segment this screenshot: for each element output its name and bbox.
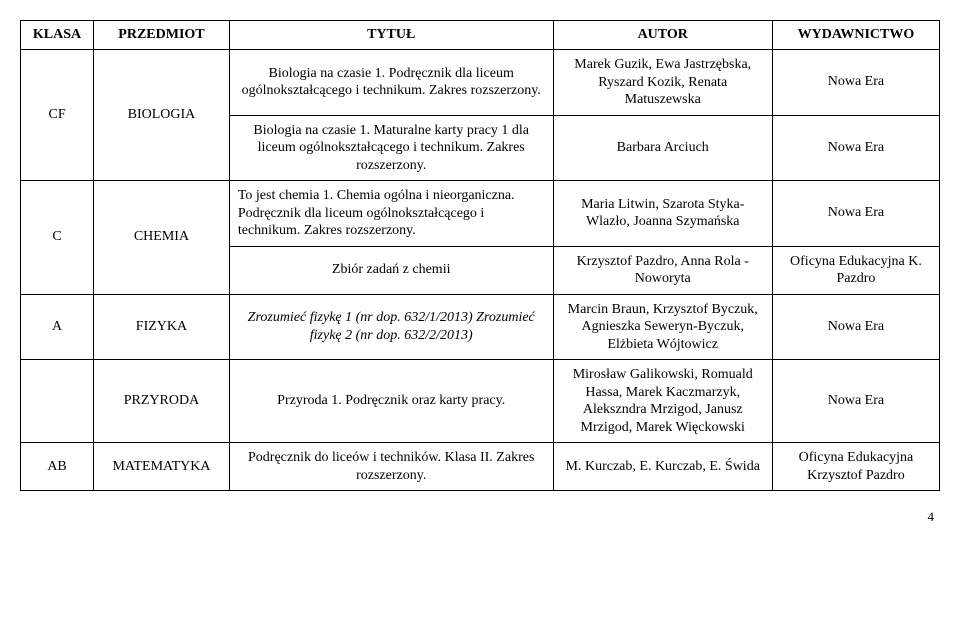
cell-przedmiot: BIOLOGIA — [94, 50, 230, 181]
cell-wyd: Nowa Era — [772, 115, 939, 181]
cell-autor: Barbara Arciuch — [553, 115, 772, 181]
cell-klasa: AB — [21, 443, 94, 491]
cell-klasa: C — [21, 181, 94, 295]
cell-przedmiot: MATEMATYKA — [94, 443, 230, 491]
cell-tytul: Zbiór zadań z chemii — [229, 246, 553, 294]
col-autor: AUTOR — [553, 21, 772, 50]
cell-klasa — [21, 360, 94, 443]
page-number: 4 — [20, 509, 940, 525]
table-row: A FIZYKA Zrozumieć fizykę 1 (nr dop. 632… — [21, 294, 940, 360]
cell-przedmiot: CHEMIA — [94, 181, 230, 295]
cell-autor: Marek Guzik, Ewa Jastrzębska, Ryszard Ko… — [553, 50, 772, 116]
cell-tytul: Zrozumieć fizykę 1 (nr dop. 632/1/2013) … — [229, 294, 553, 360]
cell-tytul: Przyroda 1. Podręcznik oraz karty pracy. — [229, 360, 553, 443]
cell-tytul: Biologia na czasie 1. Podręcznik dla lic… — [229, 50, 553, 116]
cell-tytul: Podręcznik do liceów i techników. Klasa … — [229, 443, 553, 491]
cell-autor: Marcin Braun, Krzysztof Byczuk, Agnieszk… — [553, 294, 772, 360]
cell-wyd: Nowa Era — [772, 181, 939, 247]
cell-przedmiot: PRZYRODA — [94, 360, 230, 443]
page-container: KLASA PRZEDMIOT TYTUŁ AUTOR WYDAWNICTWO … — [20, 20, 940, 525]
table-row: C CHEMIA To jest chemia 1. Chemia ogólna… — [21, 181, 940, 247]
cell-przedmiot: FIZYKA — [94, 294, 230, 360]
cell-wyd: Oficyna Edukacyjna Krzysztof Pazdro — [772, 443, 939, 491]
cell-wyd: Nowa Era — [772, 294, 939, 360]
cell-tytul: To jest chemia 1. Chemia ogólna i nieorg… — [229, 181, 553, 247]
cell-klasa: A — [21, 294, 94, 360]
cell-autor: Maria Litwin, Szarota Styka-Wlazło, Joan… — [553, 181, 772, 247]
cell-tytul: Biologia na czasie 1. Maturalne karty pr… — [229, 115, 553, 181]
textbook-table: KLASA PRZEDMIOT TYTUŁ AUTOR WYDAWNICTWO … — [20, 20, 940, 491]
table-row: AB MATEMATYKA Podręcznik do liceów i tec… — [21, 443, 940, 491]
cell-autor: M. Kurczab, E. Kurczab, E. Świda — [553, 443, 772, 491]
table-header-row: KLASA PRZEDMIOT TYTUŁ AUTOR WYDAWNICTWO — [21, 21, 940, 50]
table-row: CF BIOLOGIA Biologia na czasie 1. Podręc… — [21, 50, 940, 116]
cell-autor: Krzysztof Pazdro, Anna Rola - Noworyta — [553, 246, 772, 294]
col-przedmiot: PRZEDMIOT — [94, 21, 230, 50]
cell-autor: Mirosław Galikowski, Romuald Hassa, Mare… — [553, 360, 772, 443]
col-klasa: KLASA — [21, 21, 94, 50]
col-wyd: WYDAWNICTWO — [772, 21, 939, 50]
cell-wyd: Oficyna Edukacyjna K. Pazdro — [772, 246, 939, 294]
col-tytul: TYTUŁ — [229, 21, 553, 50]
cell-klasa: CF — [21, 50, 94, 181]
table-row: PRZYRODA Przyroda 1. Podręcznik oraz kar… — [21, 360, 940, 443]
cell-wyd: Nowa Era — [772, 360, 939, 443]
cell-wyd: Nowa Era — [772, 50, 939, 116]
